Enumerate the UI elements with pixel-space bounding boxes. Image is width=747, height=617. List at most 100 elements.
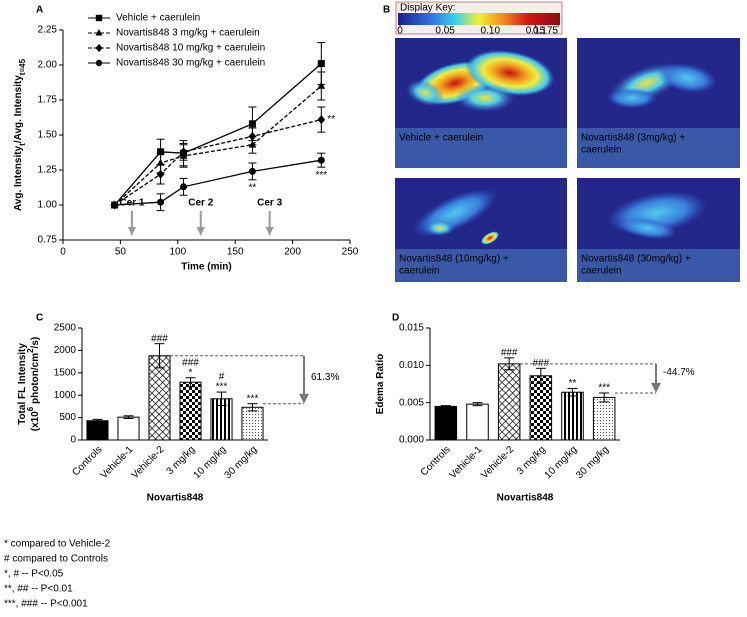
footnote: *, # -- P<0.05 xyxy=(4,569,64,580)
arrow-label: Cer 1 xyxy=(119,198,144,209)
x-axis-label: Novartis848 xyxy=(497,493,554,504)
marker xyxy=(248,167,256,175)
key-tick-label: 0.175 xyxy=(533,26,558,37)
image-tile: Novartis848 (30mg/kg) +caerulein xyxy=(577,178,740,282)
y-tick-label: 0.015 xyxy=(399,323,424,334)
label-part: 6 xyxy=(26,406,35,411)
significance-label: *** xyxy=(315,170,327,181)
reduction-label: 61.3% xyxy=(311,372,339,383)
error-bar xyxy=(535,367,546,384)
label-part: t=45 xyxy=(18,58,27,75)
marker xyxy=(157,148,165,156)
marker xyxy=(179,147,188,157)
x-tick-label: Vehicle-2 xyxy=(130,444,167,481)
marker xyxy=(156,169,165,179)
tile-caption: caerulein xyxy=(581,145,622,156)
error-bar xyxy=(472,402,483,407)
label-part: /Avg. Intensity xyxy=(13,75,24,143)
y-tick-label: 0 xyxy=(70,435,76,446)
marker xyxy=(248,120,256,128)
reduction-bracket xyxy=(170,355,304,405)
error-bar xyxy=(567,387,578,397)
significance-label: ### xyxy=(501,348,518,359)
legend-marker xyxy=(95,14,103,22)
marker xyxy=(111,201,119,209)
x-tick-label: 10 mg/kg xyxy=(543,444,580,481)
y-tick-label: 1000 xyxy=(54,390,77,401)
legend-label: Novartis848 10 mg/kg + caerulein xyxy=(116,43,265,54)
significance-label: ### xyxy=(182,357,199,368)
error-bar xyxy=(440,405,451,408)
error-bar xyxy=(599,392,610,403)
y-axis-label: (x106 photon/cm2/s) xyxy=(26,337,41,431)
arrow-head xyxy=(265,227,274,236)
y-tick-label: 500 xyxy=(59,412,76,423)
x-tick-label: 10 mg/kg xyxy=(192,444,229,481)
error-bar xyxy=(185,377,196,388)
panel-letter: C xyxy=(36,313,43,324)
image-tile: Novartis848 (3mg/kg) +caerulein xyxy=(577,38,740,168)
caption-band xyxy=(395,128,567,168)
bar xyxy=(497,363,521,441)
x-tick-label: 250 xyxy=(342,247,359,258)
label-part: 2 xyxy=(26,348,35,353)
marker xyxy=(157,198,165,206)
signal-blob xyxy=(425,220,455,236)
signal-blob xyxy=(657,63,717,93)
y-tick-label: 0.000 xyxy=(399,435,424,446)
error-bar xyxy=(504,357,515,371)
legend-marker xyxy=(95,29,103,36)
footnote: * compared to Vehicle-2 xyxy=(4,539,111,550)
y-tick-label: 1.50 xyxy=(38,130,58,141)
marker xyxy=(317,156,325,164)
legend-marker xyxy=(95,59,103,67)
signal-blob xyxy=(480,231,500,245)
marker xyxy=(317,115,326,125)
bar xyxy=(86,420,109,441)
marker xyxy=(317,81,326,89)
tile-caption: Novartis848 (30mg/kg) + xyxy=(581,254,691,265)
panel-letter: A xyxy=(36,5,43,16)
significance-label: # xyxy=(219,372,225,383)
y-tick-label: 0.75 xyxy=(38,235,58,246)
bar xyxy=(179,381,202,441)
marker xyxy=(317,60,325,68)
footnote: # compared to Controls xyxy=(4,554,108,565)
error-bar xyxy=(216,391,227,407)
bar xyxy=(529,375,553,441)
tile-caption: Novartis848 (3mg/kg) + xyxy=(581,133,685,144)
y-tick-label: 2.25 xyxy=(38,25,58,36)
tile-caption: Vehicle + caerulein xyxy=(399,133,483,144)
bar xyxy=(241,406,264,441)
signal-blob xyxy=(455,84,515,112)
significance-label: ** xyxy=(569,378,577,389)
x-tick-label: 150 xyxy=(227,247,244,258)
error-bar xyxy=(154,343,165,369)
label-part: t xyxy=(18,143,27,146)
tile-caption: caerulein xyxy=(581,266,622,277)
bar xyxy=(148,355,171,441)
footnote: **, ## -- P<0.01 xyxy=(4,584,73,595)
significance-label: *** xyxy=(247,393,259,404)
y-tick-label: 2000 xyxy=(54,345,77,356)
x-tick-label: 100 xyxy=(169,247,186,258)
footnote: ***, ### -- P<0.001 xyxy=(4,599,88,610)
image-tile: Vehicle + caerulein xyxy=(395,38,567,168)
x-axis-label: Time (min) xyxy=(181,262,231,273)
reduction-arrowhead xyxy=(299,393,309,404)
axes xyxy=(429,328,620,441)
error-bar xyxy=(92,418,103,423)
y-axis-label: Total FL Intensity xyxy=(17,343,28,425)
arrow-head xyxy=(196,227,205,236)
error-bar xyxy=(247,403,258,412)
y-tick-label: 1.75 xyxy=(38,95,58,106)
bar xyxy=(592,396,616,441)
x-axis-label: Novartis848 xyxy=(147,493,204,504)
significance-label: ** xyxy=(249,182,257,193)
reduction-label: -44.7% xyxy=(663,367,695,378)
y-tick-label: 2500 xyxy=(54,323,77,334)
arrow-label: Cer 3 xyxy=(257,198,282,209)
signal-blob xyxy=(617,216,677,240)
legend-marker xyxy=(95,43,103,53)
